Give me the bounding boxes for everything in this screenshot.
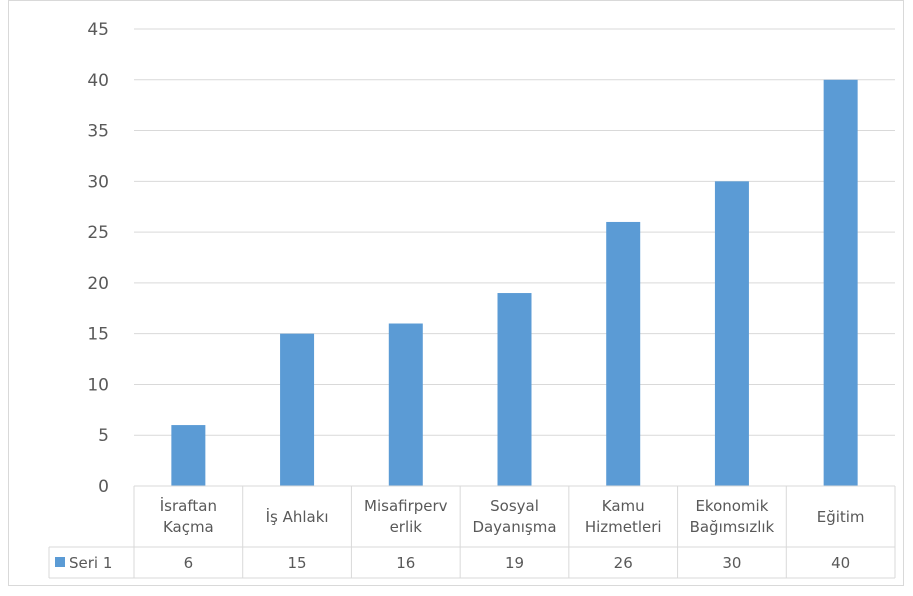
category-label: Hizmetleri xyxy=(585,518,662,536)
category-label: İsraftan xyxy=(160,496,217,515)
category-label: Bağımsızlık xyxy=(690,518,775,536)
data-table-value: 40 xyxy=(831,554,850,572)
y-tick-label: 35 xyxy=(87,122,109,142)
category-label: Kamu xyxy=(602,497,645,515)
data-table-value: 26 xyxy=(614,554,633,572)
bar xyxy=(497,293,532,486)
data-table-value: 6 xyxy=(184,554,194,572)
category-label: erlik xyxy=(390,518,423,536)
y-tick-label: 0 xyxy=(98,477,109,497)
y-tick-label: 45 xyxy=(87,20,109,40)
data-table-value: 15 xyxy=(288,554,307,572)
y-tick-label: 20 xyxy=(87,274,109,294)
category-label: Dayanışma xyxy=(472,518,556,536)
category-label: Sosyal xyxy=(490,497,539,515)
category-label: İş Ahlakı xyxy=(266,507,329,526)
bar xyxy=(388,323,423,486)
y-tick-label: 10 xyxy=(87,375,109,395)
y-tick-label: 40 xyxy=(87,71,109,91)
data-table-value: 16 xyxy=(396,554,415,572)
bar xyxy=(606,221,641,486)
y-tick-label: 5 xyxy=(98,426,109,446)
y-axis: 0 5 10 15 20 25 30 35 40 45 xyxy=(87,20,109,497)
category-label: Ekonomik xyxy=(695,497,768,515)
y-tick-label: 30 xyxy=(87,172,109,192)
bars xyxy=(171,79,858,487)
y-tick-label: 25 xyxy=(87,223,109,243)
bar xyxy=(714,181,749,487)
bar xyxy=(823,79,858,487)
chart-frame: 0 5 10 15 20 25 30 35 40 45 İsraftan Kaçma İş Ahlak… xyxy=(8,0,904,586)
legend-swatch xyxy=(55,557,65,567)
data-table: İsraftan Kaçma İş Ahlakı Misafirperv erlik So… xyxy=(48,485,896,579)
bar xyxy=(280,333,315,486)
bar xyxy=(171,425,206,486)
bar-chart: 0 5 10 15 20 25 30 35 40 45 İsraftan Kaçma İş Ahlak… xyxy=(48,20,896,579)
y-tick-label: 15 xyxy=(87,325,109,345)
data-table-value: 30 xyxy=(722,554,741,572)
category-label: Kaçma xyxy=(163,518,214,536)
data-table-value: 19 xyxy=(505,554,524,572)
category-label: Eğitim xyxy=(817,508,865,526)
legend-label: Seri 1 xyxy=(69,554,112,572)
category-label: Misafirperv xyxy=(364,497,448,515)
gridlines xyxy=(134,28,895,436)
